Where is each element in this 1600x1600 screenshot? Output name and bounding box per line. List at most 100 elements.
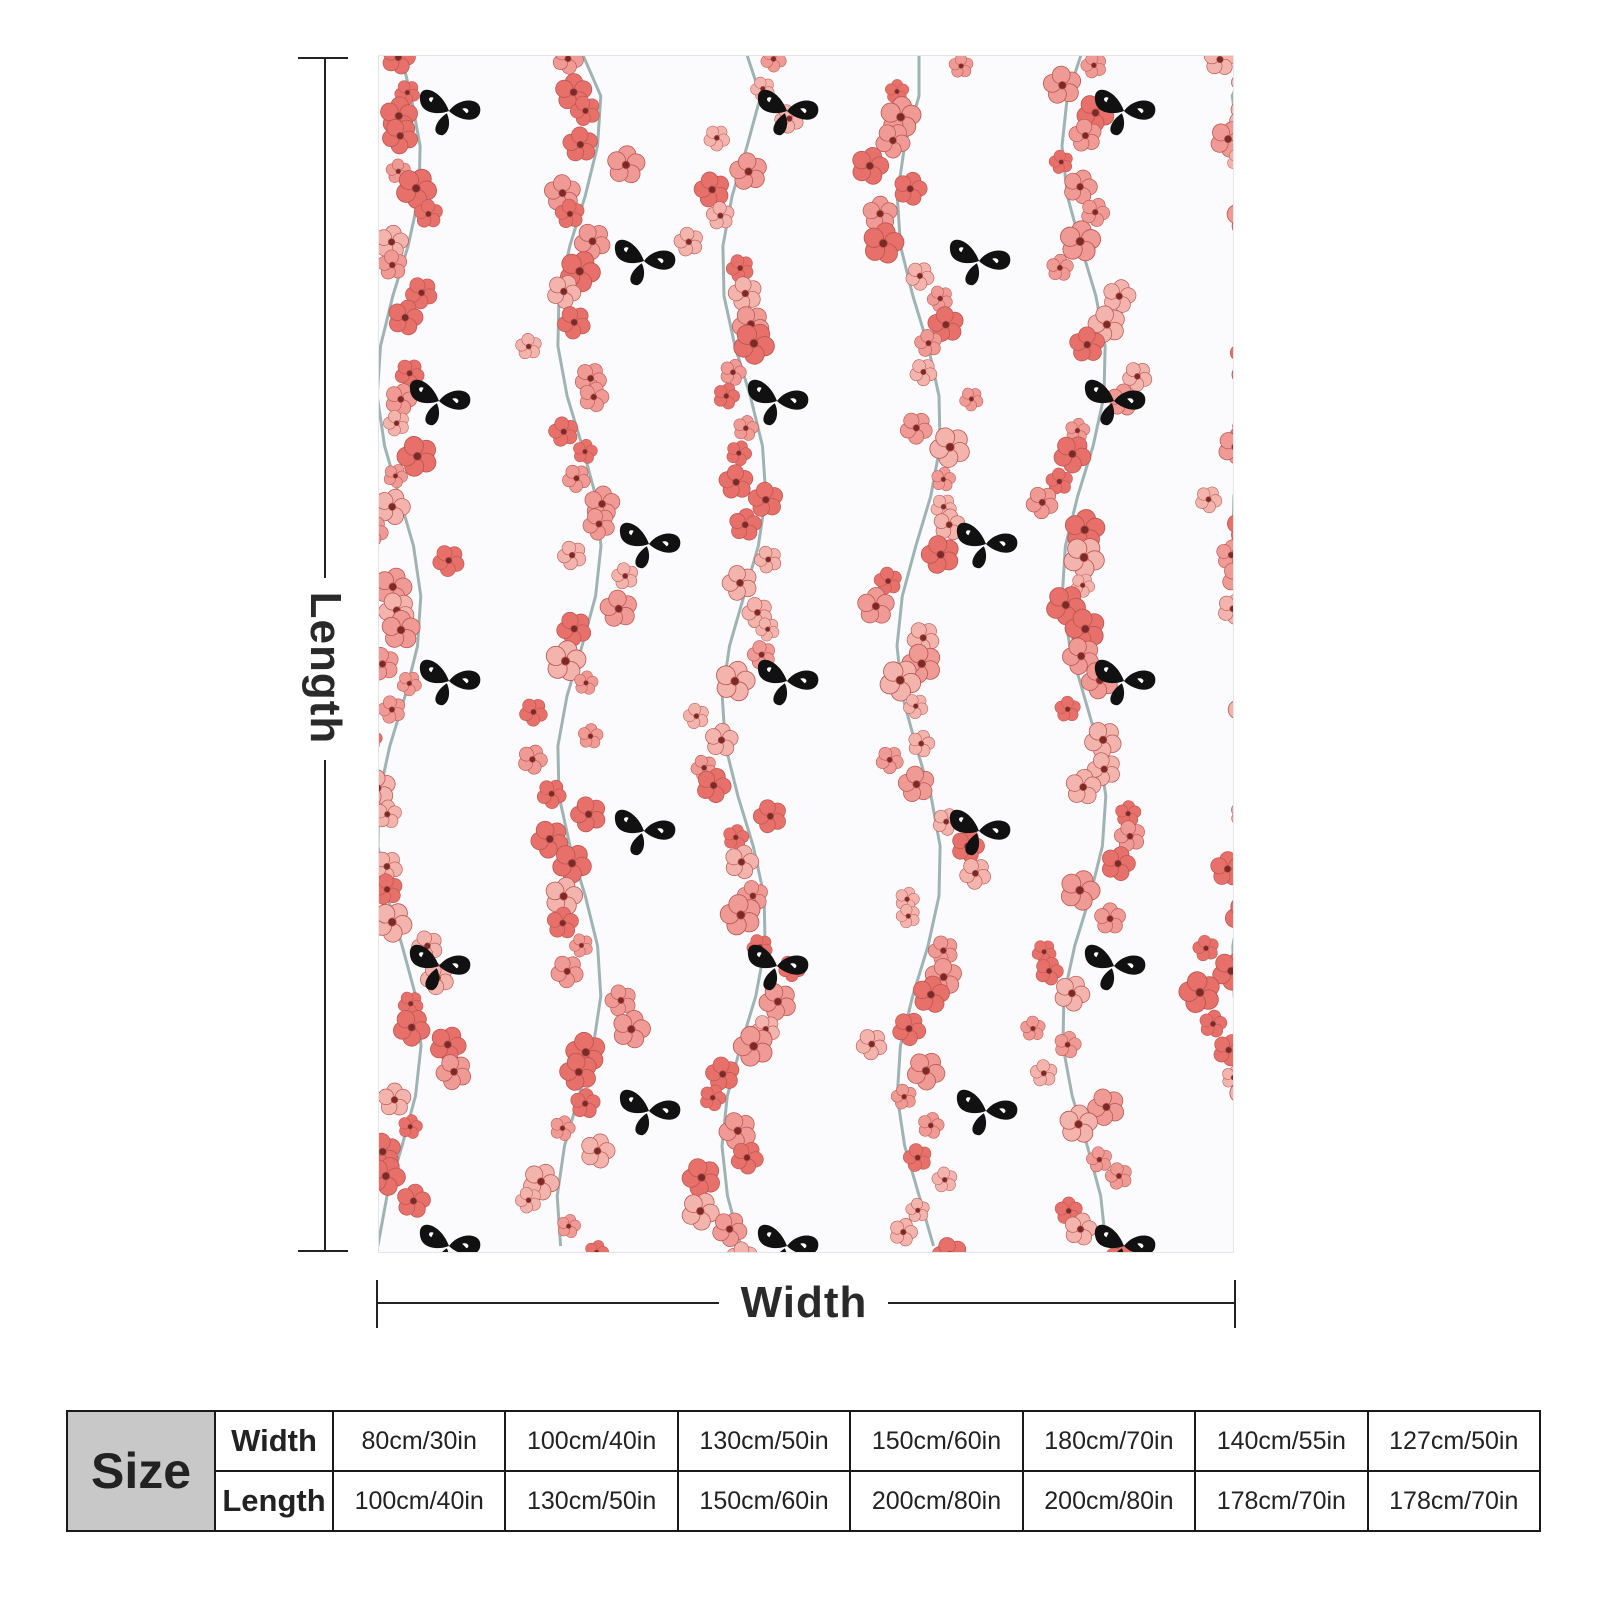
length-cell: 200cm/80in [1021, 1470, 1197, 1532]
cherry-blossom [575, 1128, 620, 1172]
length-cell: 130cm/50in [504, 1470, 679, 1532]
butterfly-icon [614, 809, 676, 856]
width-cell: 130cm/50in [676, 1410, 852, 1472]
cherry-blossom [568, 1086, 602, 1120]
cherry-blossom [379, 1082, 412, 1116]
cherry-blossom [547, 56, 590, 79]
width-cell: 180cm/70in [1021, 1410, 1197, 1472]
cherry-blossom [904, 726, 939, 760]
cherry-blossom [1221, 189, 1233, 243]
cherry-blossom [379, 725, 384, 752]
cherry-blossom [1026, 1055, 1063, 1091]
blanket-product-image [378, 55, 1234, 1253]
cherry-blossom [710, 655, 760, 705]
butterfly-icon [757, 1224, 819, 1252]
branch [379, 56, 423, 1247]
cherry-blossom [1220, 678, 1233, 735]
cherry-blossom [870, 740, 910, 779]
cherry-blossom [1076, 56, 1113, 83]
cherry-blossom [393, 1180, 434, 1220]
cherry-blossom [1094, 902, 1127, 934]
width-dimension-cap-left [376, 1280, 378, 1328]
cherry-blossom [926, 1229, 975, 1252]
cherry-blossom [722, 435, 756, 470]
size-chart-row-width: Size Width 80cm/30in 100cm/40in 130cm/50… [66, 1410, 1542, 1532]
length-dimension-line-bottom [324, 760, 326, 1252]
width-row-label: Width [214, 1410, 334, 1472]
width-cell: 150cm/60in [849, 1410, 1024, 1472]
width-cell: 80cm/30in [331, 1410, 507, 1472]
cherry-blossom [955, 381, 989, 416]
cherry-blossom [749, 539, 788, 579]
cherry-blossom [581, 1236, 612, 1252]
cherry-blossom [564, 788, 615, 839]
width-cell: 140cm/55in [1194, 1410, 1369, 1472]
width-dimension-cap-right [1234, 1280, 1236, 1328]
cherry-blossom [531, 772, 573, 814]
cherry-blossom [558, 121, 604, 168]
cherry-blossom [512, 328, 547, 364]
cherry-blossom [669, 221, 710, 262]
cherry-blossom [1196, 1007, 1230, 1040]
length-dimension-label: Length [301, 591, 350, 745]
cherry-blossom [755, 56, 792, 77]
butterfly-icon [956, 522, 1018, 569]
cherry-blossom [1051, 692, 1085, 726]
butterfly-icon [419, 89, 481, 136]
width-cell: 127cm/50in [1366, 1410, 1542, 1472]
butterfly-icon [419, 659, 481, 706]
width-dimension-line-left [377, 1302, 719, 1304]
cherry-blossom [703, 721, 741, 758]
size-chart-table: Size Width 80cm/30in 100cm/40in 130cm/50… [66, 1410, 1542, 1532]
butterfly-icon [1084, 944, 1146, 991]
cherry-blossom [1227, 797, 1233, 830]
cherry-blossom [379, 798, 403, 829]
length-dimension-line-top [324, 58, 326, 578]
cherry-blossom [716, 355, 750, 389]
length-cell: 200cm/80in [849, 1470, 1024, 1532]
cherry-blossom [514, 691, 554, 732]
cherry-blossom [1217, 887, 1233, 944]
cherry-blossom [1212, 587, 1233, 629]
butterfly-icon [409, 379, 471, 426]
cherry-blossom [887, 1078, 923, 1114]
length-dimension-cap-top [298, 57, 348, 59]
butterfly-icon [619, 522, 681, 569]
cherry-blossom [698, 119, 736, 156]
size-header-cell: Size [66, 1410, 216, 1532]
cherry-blossom [1212, 423, 1233, 469]
cherry-blossom [1209, 850, 1233, 886]
cherry-blossom [929, 464, 958, 493]
width-cell: 100cm/40in [504, 1410, 679, 1472]
cherry-blossom [1054, 863, 1106, 915]
cherry-blossom [1228, 760, 1233, 809]
cherry-blossom [395, 1111, 426, 1141]
cherry-blossom [1224, 326, 1233, 372]
cherry-blossom [1051, 1027, 1085, 1061]
size-chart-row-length: Length 100cm/40in 130cm/50in 150cm/60in … [67, 1470, 1542, 1532]
cherry-blossom [426, 537, 472, 583]
width-dimension-label: Width [740, 1278, 868, 1327]
width-dimension-line-right [888, 1302, 1235, 1304]
length-cell: 100cm/40in [331, 1470, 507, 1532]
cherry-blossom [576, 721, 605, 750]
cherry-blossom [1190, 480, 1228, 517]
cherry-blossom [679, 697, 715, 734]
cherry-blossom [724, 146, 775, 197]
cherry-blossom [747, 792, 795, 840]
length-cell: 178cm/70in [1194, 1470, 1369, 1532]
cherry-blossom [379, 483, 416, 529]
cherry-blossom [914, 1108, 948, 1141]
cherry-blossom [1038, 59, 1089, 111]
cherry-blossom [1229, 456, 1233, 499]
cherry-blossom [1202, 56, 1233, 76]
cherry-blossom [946, 56, 978, 82]
cherry-blossom [379, 56, 420, 78]
butterfly-icon [619, 1089, 681, 1136]
cherry-blossom [1017, 1012, 1050, 1045]
length-dimension-cap-bottom [298, 1250, 348, 1252]
length-cell: 150cm/60in [676, 1470, 852, 1532]
butterfly-icon [419, 1224, 481, 1252]
cherry-blossom [928, 1162, 963, 1197]
butterfly-icon [757, 659, 819, 706]
